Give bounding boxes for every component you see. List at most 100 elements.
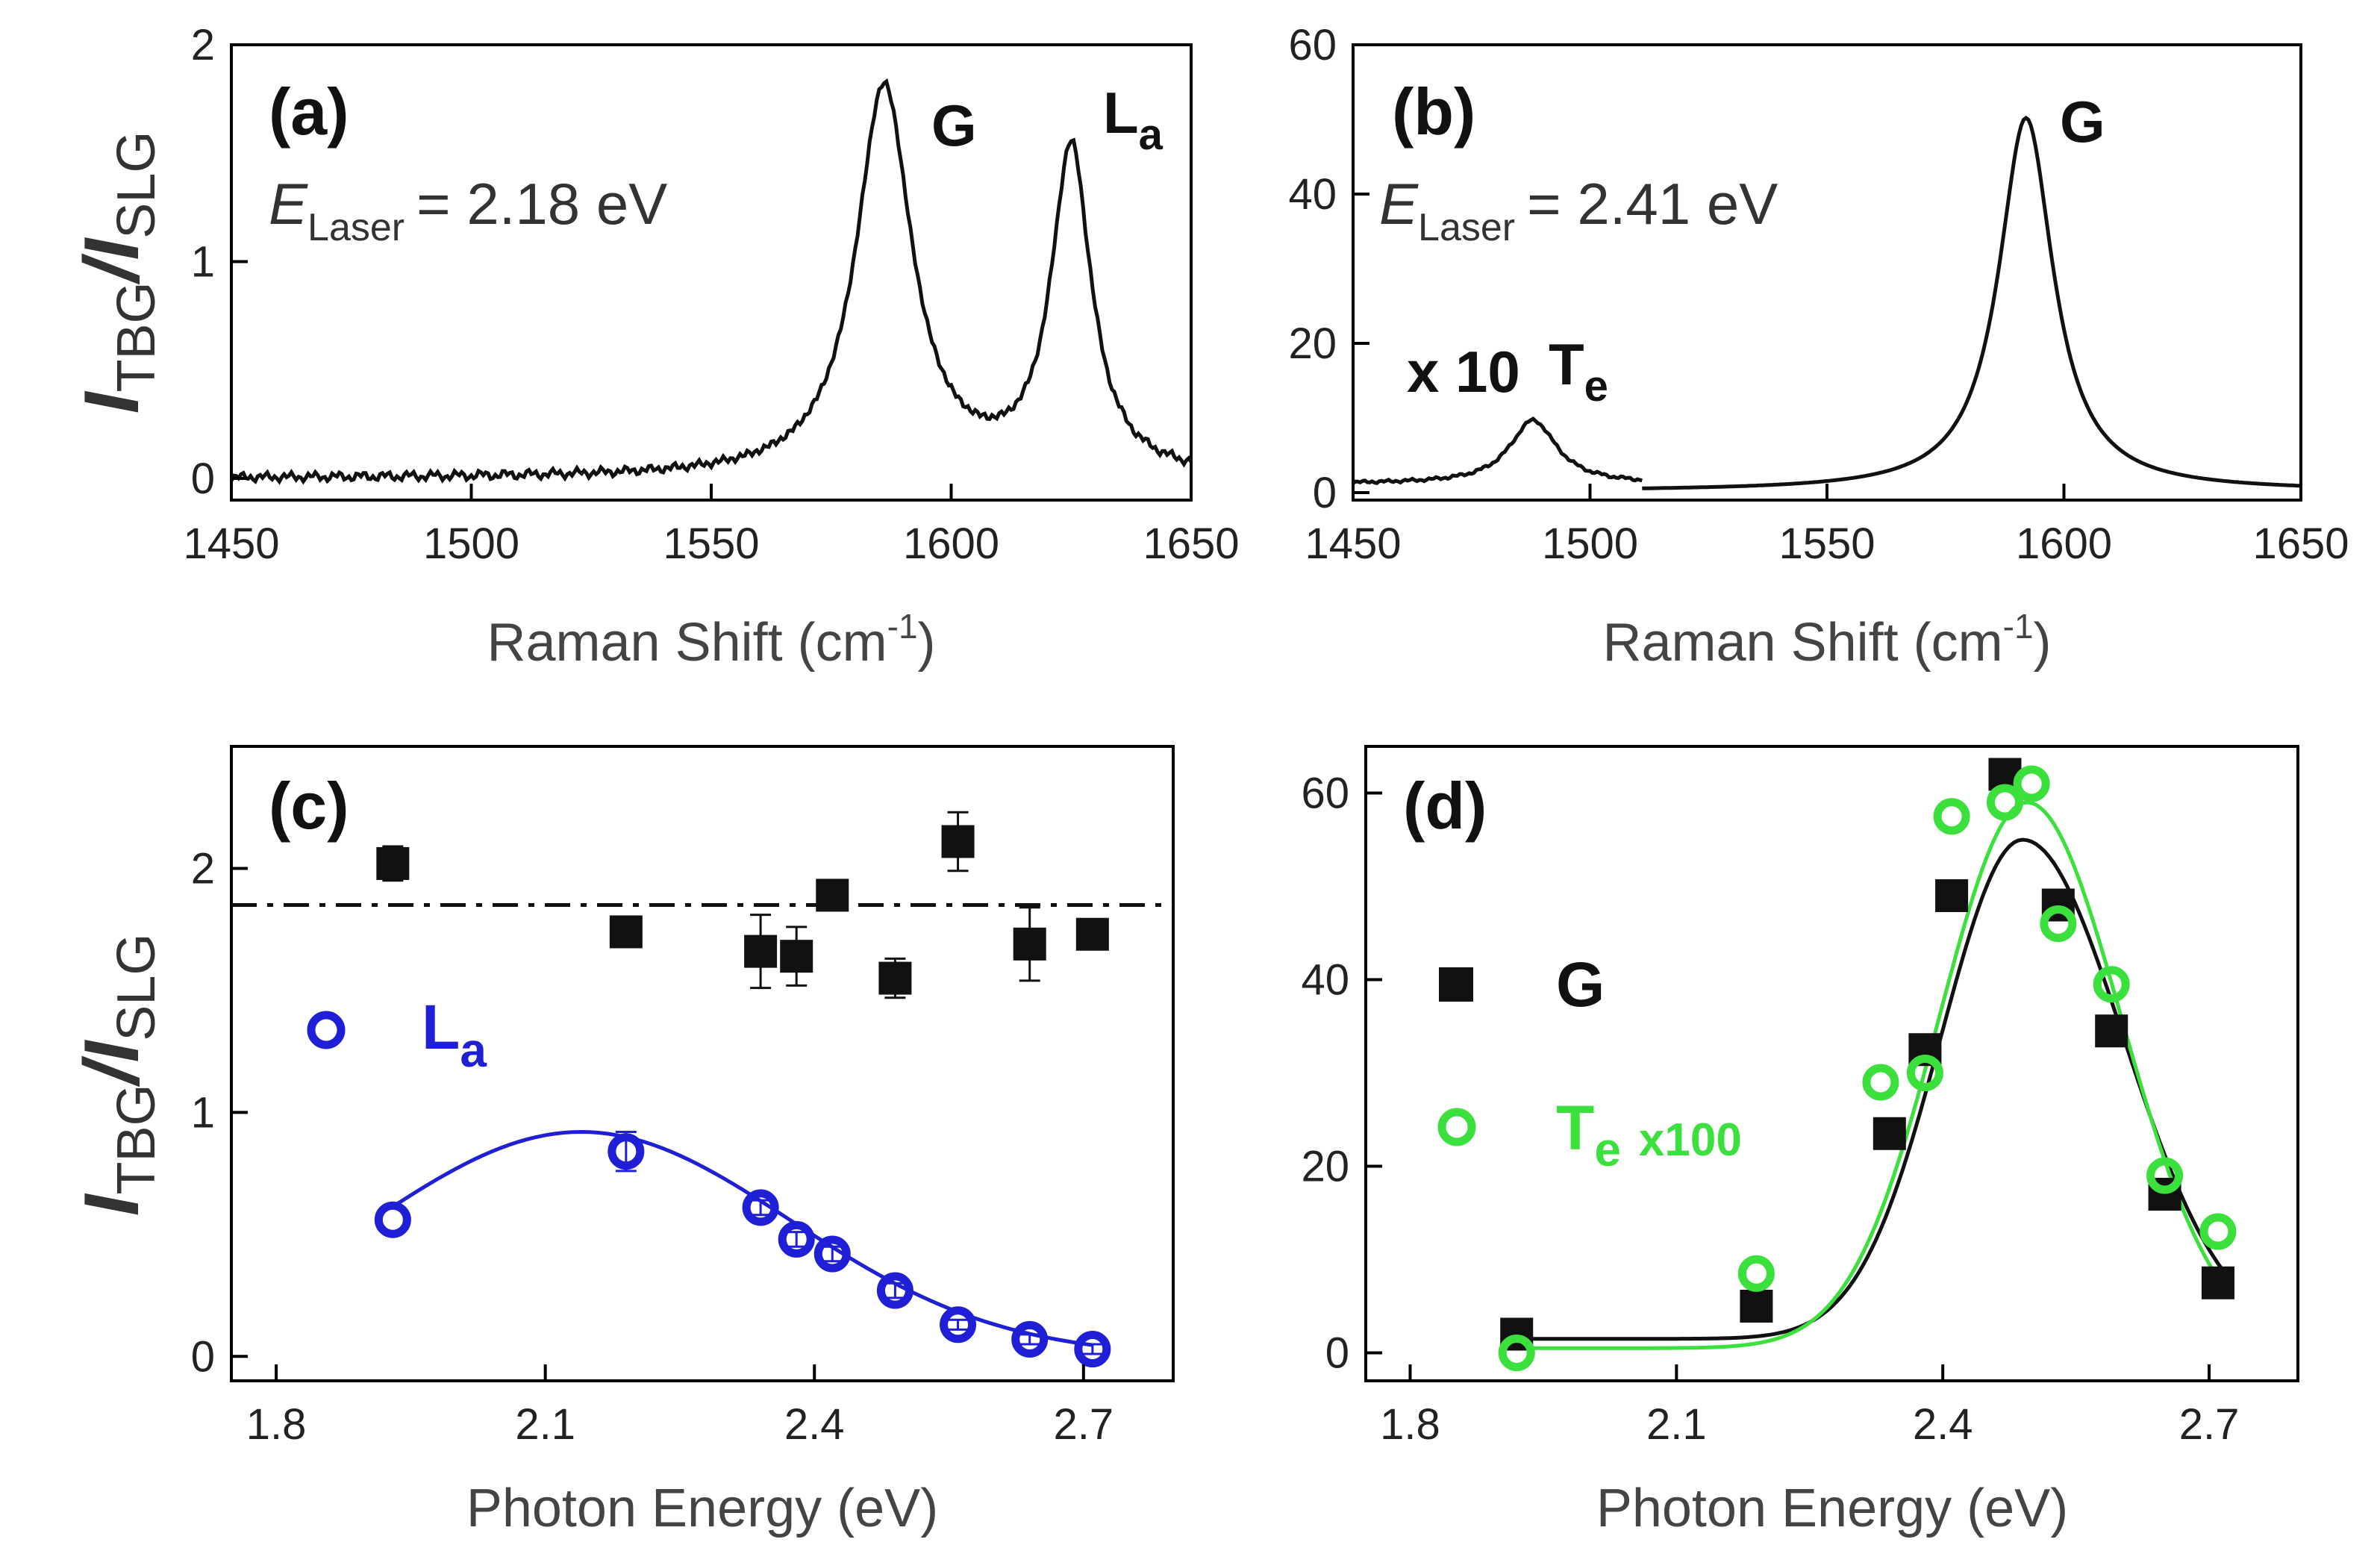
legend-marker-te	[1437, 1108, 1476, 1146]
y-tick-label-b-0: 0	[1313, 469, 1337, 517]
point-g-c-5	[878, 961, 912, 995]
x-ticks-b: 1450 1500 1550 1600 1650	[1305, 484, 2349, 568]
y-axis-label-c: ITBG/ISLG	[69, 934, 166, 1217]
peak-label-te-b: Te	[1549, 331, 1608, 411]
y-tick-label-d-0: 0	[1325, 1329, 1349, 1378]
marks-c	[231, 811, 1173, 1367]
x-tick-label-a-4: 1650	[1143, 519, 1239, 568]
legend-label-te: Te x100	[1556, 1093, 1742, 1176]
x-tick-label-b-2: 1550	[1778, 519, 1875, 568]
x-tick-label-c-0: 1.8	[246, 1400, 307, 1449]
point-la-c-8	[1074, 1331, 1111, 1367]
point-g-d-2	[1873, 1117, 1906, 1150]
point-g-c-4	[816, 879, 849, 912]
y-tick-label-c-1: 1	[191, 1088, 215, 1137]
peak-label-g-a: G	[931, 93, 977, 158]
point-la-c-1	[608, 1133, 645, 1170]
panel-b: 0 20 40 60 1450 1500 1550 1600 1650 (b) ELaser =…	[1288, 21, 2349, 672]
y-ticks-a: 0 1 2	[191, 21, 248, 503]
y-tick-label-a-2: 2	[191, 21, 215, 69]
y-tick-label-b-3: 60	[1288, 21, 1337, 69]
panel-label-d: (d)	[1403, 769, 1487, 843]
x-tick-label-a-2: 1550	[663, 519, 759, 568]
legend-label-la: La	[422, 992, 487, 1077]
multiplier-label-b: x 10	[1407, 339, 1520, 405]
point-g-c-1	[609, 915, 643, 949]
point-te-d-8	[2093, 966, 2130, 1003]
x-tick-label-d-2: 2.4	[1913, 1400, 1973, 1449]
y-tick-label-a-0: 0	[191, 455, 215, 503]
x-ticks-d: 1.8 2.1 2.4 2.7	[1380, 1364, 2239, 1449]
y-tick-label-a-1: 1	[191, 237, 215, 286]
point-g-d-9	[2201, 1266, 2234, 1299]
point-te-d-4	[1933, 798, 1970, 835]
plot-frame-b	[1352, 43, 2302, 502]
point-te-d-10	[2199, 1213, 2237, 1250]
legend-marker-la	[307, 1011, 346, 1049]
x-tick-label-a-0: 1450	[183, 519, 279, 568]
point-la-c-5	[876, 1272, 913, 1309]
x-tick-label-b-0: 1450	[1305, 519, 1401, 568]
point-te-d-0	[1498, 1335, 1535, 1371]
legend-label-g: G	[1556, 949, 1605, 1020]
x-tick-label-b-3: 1600	[2016, 519, 2112, 568]
marks-a	[229, 78, 1193, 485]
marks-b	[1352, 115, 2302, 490]
y-tick-label-c-2: 2	[191, 844, 215, 893]
y-ticks-c: 0 1 2	[191, 844, 248, 1381]
plot-frame-a	[230, 43, 1193, 502]
point-g-c-8	[1075, 917, 1109, 951]
y-tick-label-d-1: 20	[1301, 1143, 1349, 1191]
point-g-c-7	[1013, 927, 1046, 961]
plot-frame-c	[230, 745, 1175, 1382]
point-g-d-1	[1740, 1290, 1773, 1323]
x-tick-label-a-3: 1600	[903, 519, 999, 568]
point-g-c-3	[780, 940, 813, 973]
x-tick-label-c-1: 2.1	[515, 1400, 575, 1449]
panel-c: 0 1 2 1.8 2.1 2.4 2.7 (c) La Photon Energy (e…	[69, 745, 1175, 1538]
y-tick-label-d-3: 60	[1301, 770, 1349, 818]
panel-label-c: (c)	[269, 769, 349, 843]
spectrum-segment-b-0	[1352, 416, 1643, 486]
point-g-c-2	[744, 934, 778, 968]
x-ticks-a: 1450 1500 1550 1600 1650	[183, 484, 1240, 568]
point-te-d-1	[1737, 1255, 1775, 1292]
x-axis-label-d: Photon Energy (eV)	[1596, 1479, 2068, 1538]
x-tick-label-c-2: 2.4	[784, 1400, 845, 1449]
x-axis-label-a: Raman Shift (cm-1)	[487, 607, 935, 672]
marks-d	[1498, 758, 2237, 1371]
point-g-c-0	[376, 846, 410, 880]
point-la-c-0	[374, 1201, 411, 1238]
legend-marker-g	[1439, 967, 1473, 1002]
x-tick-label-b-1: 1500	[1542, 519, 1638, 568]
point-la-c-3	[778, 1220, 815, 1258]
x-tick-label-d-0: 1.8	[1380, 1400, 1440, 1449]
point-te-d-9	[2146, 1157, 2184, 1194]
y-tick-label-c-0: 0	[191, 1332, 215, 1381]
panel-label-b: (b)	[1392, 75, 1475, 149]
point-la-c-7	[1011, 1320, 1049, 1358]
y-ticks-d: 0 20 40 60	[1301, 770, 1382, 1378]
peak-label-g-b: G	[2060, 89, 2105, 155]
y-tick-label-d-2: 40	[1301, 956, 1349, 1005]
x-tick-label-b-4: 1650	[2252, 519, 2349, 568]
panel-a: 0 1 2 1450 1500 1550 1600 1650 (a) ELaser = 2.1…	[69, 21, 1240, 672]
y-tick-label-b-1: 20	[1288, 319, 1337, 368]
point-g-c-6	[941, 825, 975, 858]
point-g-d-4	[1935, 879, 1969, 912]
peak-label-la-a: La	[1103, 80, 1164, 159]
point-la-c-2	[742, 1189, 779, 1226]
y-axis-label-a: ITBG/ISLG	[69, 131, 166, 414]
x-axis-label-c: Photon Energy (eV)	[466, 1479, 938, 1538]
x-axis-label-b: Raman Shift (cm-1)	[1602, 607, 2051, 672]
x-tick-label-d-1: 2.1	[1646, 1400, 1707, 1449]
laser-energy-b: ELaser = 2.41 eV	[1379, 171, 1778, 249]
point-g-d-7	[2095, 1014, 2128, 1048]
x-tick-label-c-3: 2.7	[1053, 1400, 1114, 1449]
point-te-d-6	[2013, 765, 2050, 802]
point-la-c-6	[940, 1306, 977, 1344]
fit-curve-la	[391, 1129, 1093, 1347]
y-tick-label-b-2: 40	[1288, 170, 1337, 219]
point-te-d-2	[1862, 1064, 1899, 1101]
